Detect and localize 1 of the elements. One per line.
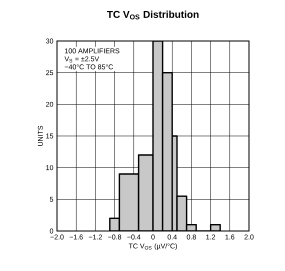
chart-title: TC V$_{OS}$ Distribution	[106, 10, 199, 20]
